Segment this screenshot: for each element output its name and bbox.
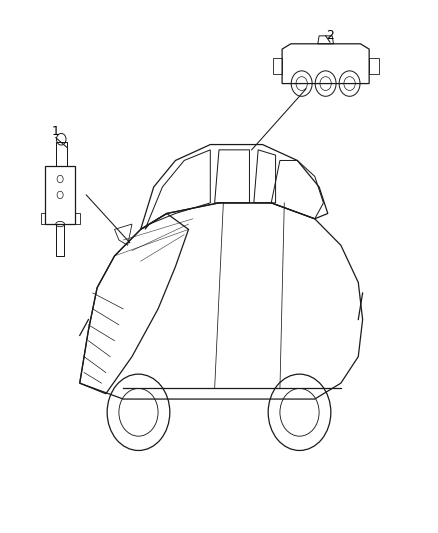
Text: 1: 1 [52, 125, 60, 138]
Text: 2: 2 [326, 29, 334, 42]
